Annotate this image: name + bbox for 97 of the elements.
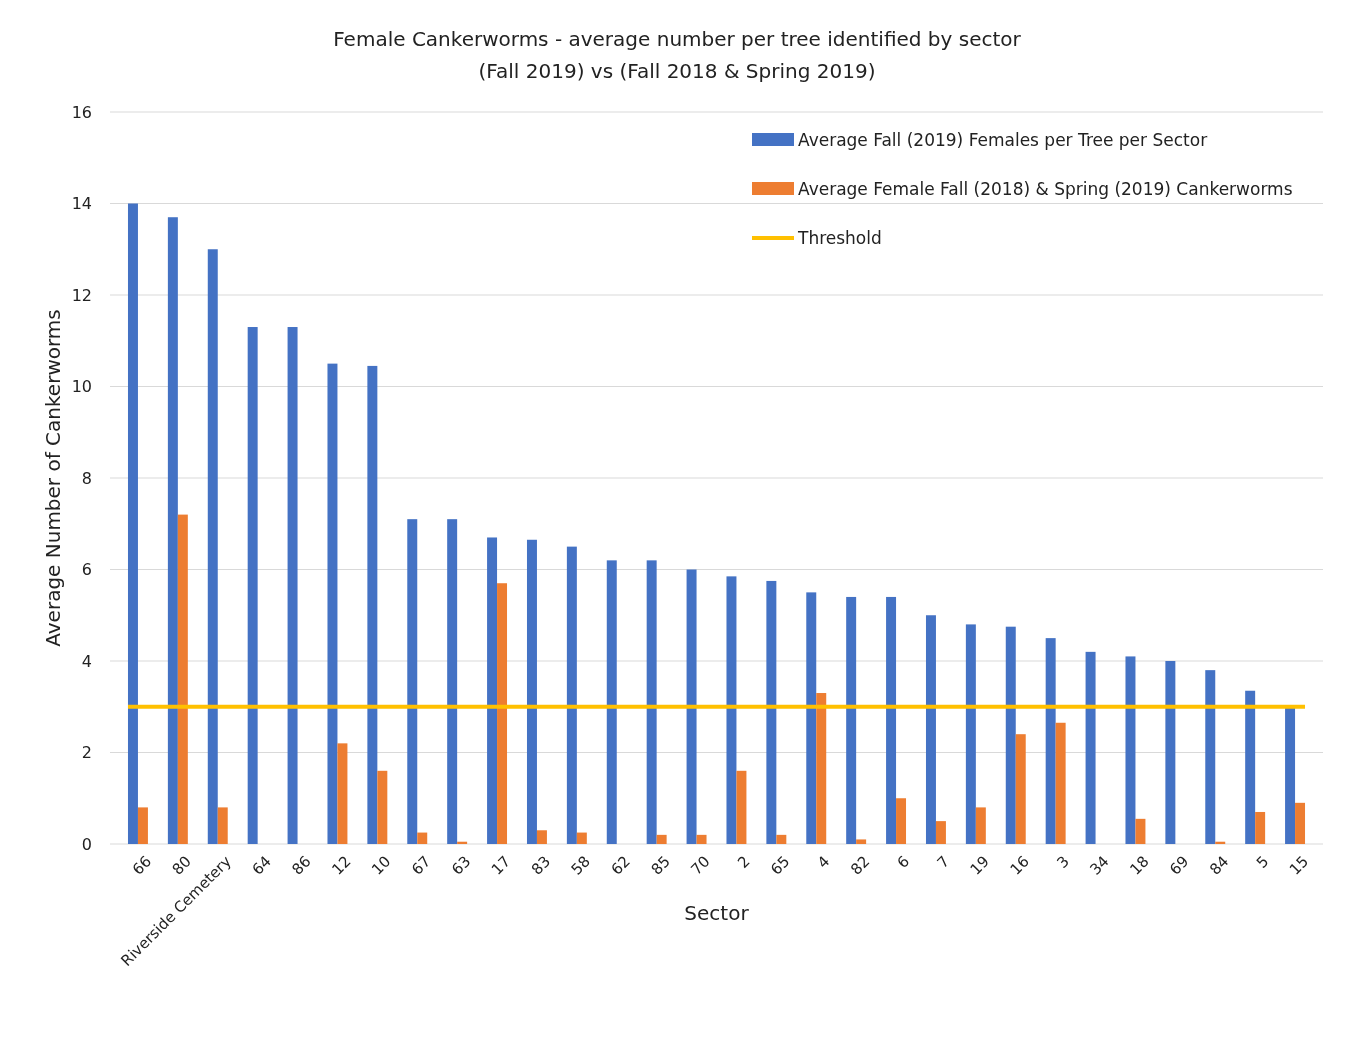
x-tick-label: 18 [1126,852,1153,879]
x-tick-label: 2 [734,852,754,872]
x-tick-label: 17 [487,852,515,879]
bar [1015,734,1026,844]
x-tick-label: 3 [1053,852,1073,872]
bar [377,770,388,844]
bar [576,832,587,844]
bar [217,807,228,844]
legend-label: Average Fall (2019) Females per Tree per Sector [798,130,1208,150]
legend-label: Threshold [797,228,882,248]
bar [736,770,747,844]
y-tick-label: 6 [81,560,92,580]
bar [935,821,946,844]
bar [417,832,428,844]
bar [696,834,707,844]
x-tick-label: 63 [448,852,475,879]
bar [606,560,617,844]
x-tick-label: 85 [647,852,674,879]
legend-label: Average Female Fall (2018) & Spring (2019) Cankerworms [798,179,1293,199]
bar [965,624,976,844]
bar [856,839,867,844]
x-tick-label: 62 [607,852,634,879]
bar [337,743,348,844]
x-tick-label: 4 [813,852,834,872]
bar [925,615,936,844]
x-tick-label: 34 [1086,852,1113,879]
x-tick-label: 84 [1206,852,1233,879]
bar [686,569,697,844]
bar [167,217,178,844]
bar [1295,802,1306,844]
bar [766,580,777,844]
chart-title: Female Cankerworms - average number per tree identified by sector [333,27,1022,51]
x-tick-label: 65 [767,852,794,879]
bar [526,539,537,844]
bar [726,576,737,844]
bar [247,327,258,844]
bar [137,807,148,844]
bar [1135,818,1146,844]
bar [776,834,787,844]
bar [1125,656,1136,844]
bar [487,537,498,844]
bar [975,807,986,844]
x-tick-label: 70 [687,852,714,879]
chart-subtitle: (Fall 2019) vs (Fall 2018 & Spring 2019) [478,59,876,83]
bar [207,249,218,844]
bar [287,327,298,844]
bar [886,596,897,844]
bar [1045,638,1056,844]
x-axis-title: Sector [684,901,750,925]
bar [896,798,907,844]
bar [367,365,378,844]
bar [1085,651,1096,844]
x-tick-label: 5 [1252,852,1273,872]
bar [566,546,577,844]
y-tick-label: 2 [81,743,92,763]
bar [656,834,667,844]
x-tick-label: 83 [527,852,555,879]
bar [327,363,338,844]
x-tick-label: 6 [893,852,914,872]
bar [1285,706,1296,844]
x-tick-label: 67 [408,852,435,879]
bar [1255,811,1266,844]
bar [816,693,827,844]
y-tick-label: 4 [81,651,92,671]
y-tick-label: 16 [71,102,92,122]
bar [497,583,508,844]
x-tick-label: 10 [368,852,395,879]
x-tick-label: 86 [288,852,315,879]
bar [846,596,857,844]
x-tick-label: 69 [1166,852,1193,879]
bar [1165,661,1176,844]
bar [177,514,188,844]
y-tick-label: 12 [71,285,92,305]
bar [1005,626,1016,844]
x-tick-label: 82 [847,852,874,879]
bar [447,519,458,844]
x-tick-label: 19 [966,852,993,879]
x-tick-label: 64 [248,852,275,879]
x-tick-label: 15 [1285,852,1313,879]
bar [407,519,418,844]
x-tick-label: 16 [1006,852,1033,879]
y-tick-label: 10 [71,377,92,397]
y-tick-label: 0 [81,834,92,854]
bar [806,592,817,844]
bar [127,203,138,844]
y-tick-label: 14 [71,194,92,214]
bar [1245,690,1256,844]
x-tick-label: 58 [567,852,594,879]
bar [1205,670,1216,844]
bar [1055,722,1066,844]
bar [536,830,547,844]
y-axis-title: Average Number of Cankerworms [41,309,65,647]
bar [646,560,657,844]
x-tick-label: 66 [128,852,156,879]
x-tick-label: 7 [933,852,954,872]
x-tick-label: 12 [328,852,355,879]
y-tick-label: 8 [81,468,92,488]
